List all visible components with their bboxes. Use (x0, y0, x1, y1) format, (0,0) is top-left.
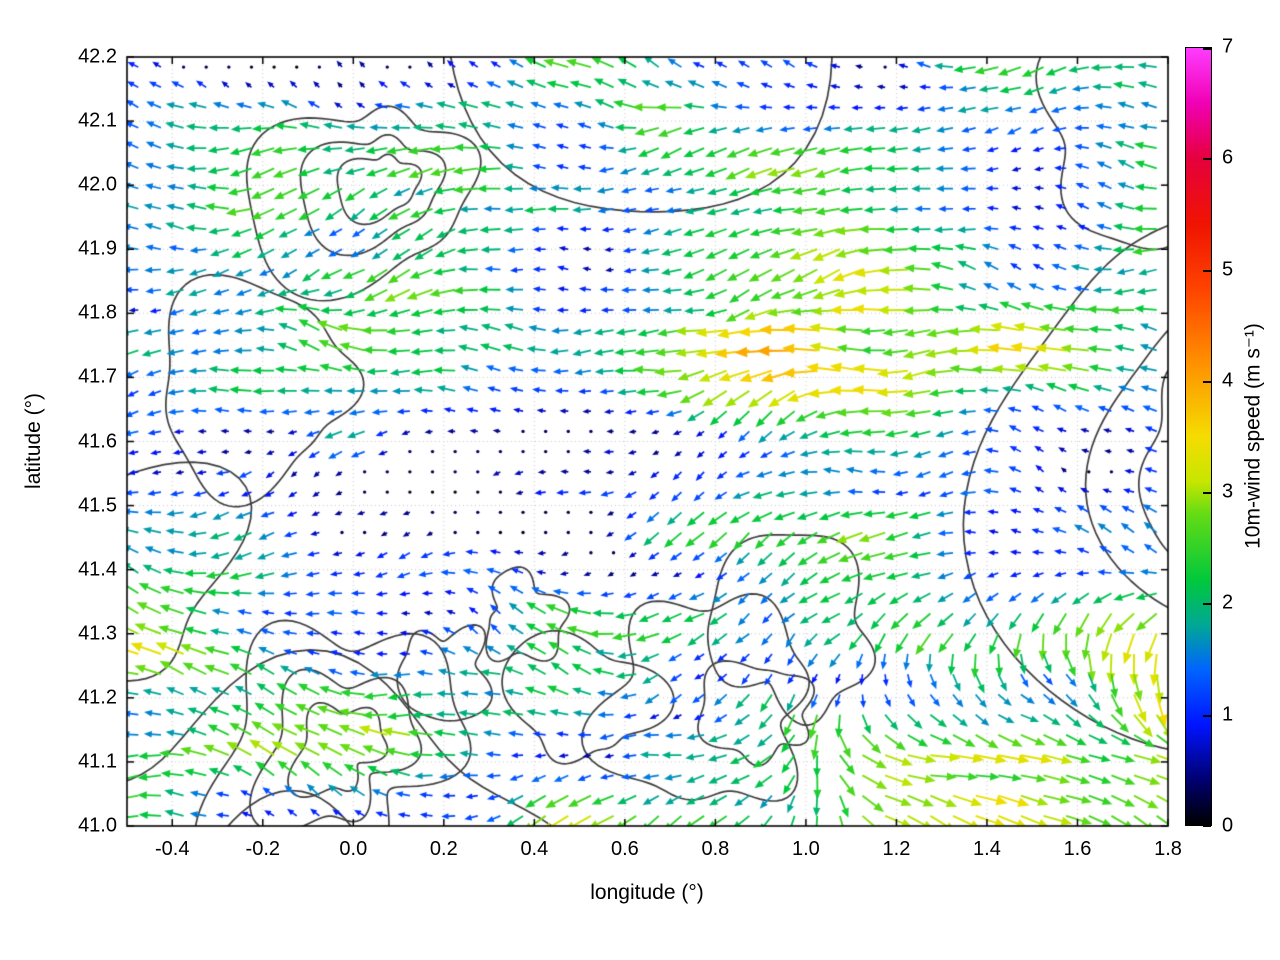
y-tick-label: 42.0 (78, 173, 117, 196)
y-tick-label: 41.0 (78, 814, 117, 837)
colorbar-tick-label: 2 (1222, 591, 1234, 614)
y-tick-label: 42.1 (78, 109, 117, 132)
colorbar-tick-mark (1203, 492, 1211, 495)
y-tick-label: 41.4 (78, 558, 117, 581)
colorbar-tick-label: 0 (1222, 814, 1234, 837)
y-tick-label: 41.1 (78, 750, 117, 773)
colorbar-tick-label: 5 (1222, 258, 1234, 281)
colorbar-tick-label: 7 (1222, 35, 1234, 58)
x-tick-label: 1.6 (1063, 838, 1092, 860)
y-tick-label: 41.5 (78, 494, 117, 517)
y-tick-label: 41.2 (78, 686, 117, 709)
x-tick-label: 0.8 (701, 838, 730, 860)
colorbar-tick-mark (1203, 714, 1211, 717)
y-axis-title: latitude (°) (22, 393, 45, 489)
colorbar (1185, 47, 1212, 827)
y-tick-label: 41.8 (78, 301, 117, 324)
x-tick-label: 0.4 (520, 838, 549, 860)
x-tick-label: -0.2 (245, 838, 281, 860)
colorbar-tick-mark (1203, 48, 1211, 50)
colorbar-tick-label: 1 (1222, 703, 1234, 726)
y-tick-label: 41.3 (78, 622, 117, 645)
x-tick-label: 1.2 (882, 838, 911, 860)
y-tick-label: 42.2 (78, 45, 117, 68)
x-tick-label: 0.6 (610, 838, 639, 860)
x-tick-label: 1.8 (1154, 838, 1182, 860)
x-tick-label: 1.0 (792, 838, 820, 860)
colorbar-tick-mark (1203, 603, 1211, 606)
colorbar-tick-label: 6 (1222, 146, 1234, 169)
y-tick-label: 41.9 (78, 237, 117, 260)
x-tick-label: 0.2 (429, 838, 458, 860)
x-tick-label: -0.4 (155, 838, 190, 860)
colorbar-title: 10m-wind speed (m s⁻¹) (1241, 323, 1265, 549)
colorbar-tick-mark (1203, 380, 1211, 383)
colorbar-tick-label: 4 (1222, 369, 1234, 392)
x-axis-title: longitude (°) (590, 881, 704, 904)
y-tick-label: 41.7 (78, 365, 117, 388)
colorbar-tick-label: 3 (1222, 480, 1234, 503)
colorbar-tick-mark (1203, 825, 1211, 827)
x-tick-label: 0.0 (339, 838, 368, 860)
colorbar-tick-mark (1203, 269, 1211, 272)
colorbar-tick-mark (1203, 158, 1211, 161)
y-tick-label: 41.6 (78, 430, 117, 452)
x-tick-label: 1.4 (973, 838, 1001, 860)
